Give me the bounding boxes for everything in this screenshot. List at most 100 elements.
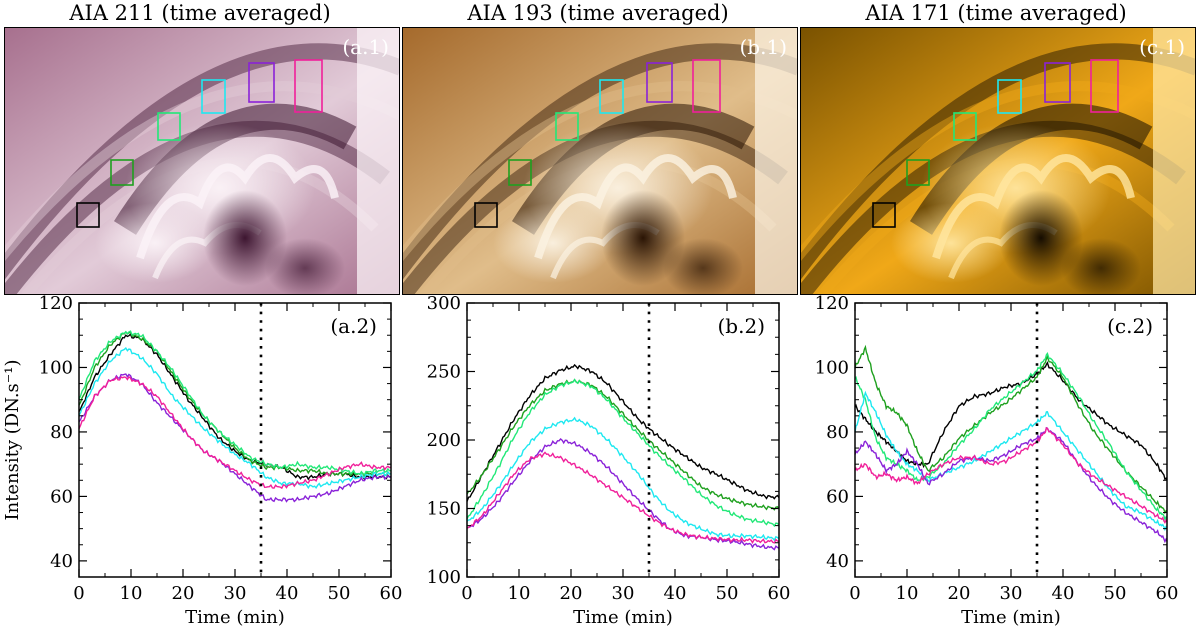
image-c-label: (c.1) (1139, 35, 1185, 59)
x-tick-label: 40 (1052, 583, 1075, 604)
region-box (997, 79, 1022, 114)
series-line (466, 438, 780, 551)
region-box (201, 79, 226, 114)
panel-c-title: AIA 171 (time averaged) (865, 1, 1127, 25)
plot-frame (854, 302, 1168, 578)
image-a-label: (a.1) (342, 35, 389, 59)
x-tick-label: 50 (1104, 583, 1127, 604)
x-tick-label: 0 (461, 583, 472, 604)
x-tick-label: 0 (849, 583, 860, 604)
image-b-svg (403, 28, 797, 294)
region-box (1090, 59, 1119, 113)
region-box (157, 112, 181, 141)
image-panel-c: (c.1) (800, 27, 1196, 295)
region-box (294, 59, 323, 113)
region-box (76, 202, 100, 228)
y-tick-label: 100 (427, 567, 461, 588)
dark-core (1061, 238, 1141, 294)
image-c-svg (801, 28, 1195, 294)
x-tick-label: 20 (560, 583, 583, 604)
region-box (906, 159, 930, 186)
image-b-label: (b.1) (739, 35, 788, 59)
coronal-loop (5, 43, 399, 280)
coronal-loop (801, 43, 1195, 280)
region-box (1044, 62, 1071, 103)
y-tick-label: 100 (39, 357, 73, 378)
x-tick-label: 50 (716, 583, 739, 604)
bright-loop (136, 154, 339, 260)
region-box (508, 159, 532, 186)
x-axis-label: Time (min) (961, 607, 1061, 628)
series-line (466, 451, 780, 545)
series-line (78, 347, 392, 490)
dark-core (663, 238, 743, 294)
x-tick-label: 10 (508, 583, 531, 604)
region-box (555, 112, 579, 141)
y-tick-label: 120 (39, 293, 73, 314)
panel-label: (b.2) (718, 314, 766, 338)
x-tick-label: 30 (1000, 583, 1023, 604)
region-box (599, 79, 624, 114)
x-tick-label: 60 (380, 583, 403, 604)
series-line (466, 416, 780, 542)
plot-1: 0 10 20 30 40 50 60 40 60 80 100 120 Time (min) (a.2) (39, 293, 403, 628)
x-tick-label: 40 (664, 583, 687, 604)
y-tick-label: 300 (427, 293, 461, 314)
coronal-loop (5, 81, 399, 262)
image-panel-b: (b.1) (402, 27, 798, 295)
panel-a-title: AIA 211 (time averaged) (69, 1, 331, 25)
y-tick-label: 80 (826, 422, 849, 443)
x-tick-label: 50 (328, 583, 351, 604)
series-line (854, 426, 1168, 544)
region-box (248, 62, 275, 103)
image-panel-a: (a.1) (4, 27, 400, 295)
region-box (872, 202, 896, 228)
series-line (466, 378, 780, 528)
plot-3: 0 10 20 30 40 50 60 40 60 80 100 120 Time (min) (c.2) (815, 293, 1179, 628)
series-line (854, 344, 1168, 515)
y-tick-label: 40 (50, 551, 73, 572)
series-line (78, 373, 392, 503)
y-tick-label: 60 (50, 486, 73, 507)
bright-loop (932, 154, 1135, 260)
series-line (78, 332, 392, 481)
y-tick-label: 40 (826, 551, 849, 572)
x-tick-label: 20 (948, 583, 971, 604)
series-line (466, 378, 780, 511)
x-axis-label: Time (min) (185, 607, 285, 628)
y-tick-label: 60 (826, 486, 849, 507)
series-line (466, 363, 780, 502)
y-tick-label: 100 (815, 357, 849, 378)
x-tick-label: 10 (120, 583, 143, 604)
bright-loop (534, 154, 737, 260)
region-box (953, 112, 977, 141)
series-line (854, 361, 1168, 481)
bright-core (493, 203, 613, 283)
x-tick-label: 40 (276, 583, 299, 604)
plot-frame (78, 302, 392, 578)
plot-2: 0 10 20 30 40 50 60 100 150 200 250 300 Time (min) (b… (427, 293, 791, 628)
y-tick-label: 120 (815, 293, 849, 314)
x-axis-label: Time (min) (573, 607, 673, 628)
x-tick-label: 60 (768, 583, 791, 604)
y-tick-label: 250 (427, 362, 461, 383)
series-line (854, 352, 1168, 522)
region-box (646, 62, 673, 103)
dark-core (265, 238, 345, 294)
y-tick-label: 80 (50, 422, 73, 443)
x-tick-label: 30 (612, 583, 635, 604)
series-line (854, 426, 1168, 525)
panel-label: (a.2) (330, 314, 377, 338)
y-tick-label: 200 (427, 430, 461, 451)
series-line (854, 390, 1168, 532)
panel-label: (c.2) (1107, 314, 1153, 338)
region-box (692, 59, 721, 113)
x-tick-label: 0 (73, 583, 84, 604)
region-box (474, 202, 498, 228)
bright-limb (755, 28, 797, 294)
region-box (110, 159, 134, 186)
coronal-loop (801, 81, 1195, 262)
bright-core (891, 203, 1011, 283)
y-axis-label: Intensity (DN.s⁻¹) (2, 359, 23, 520)
